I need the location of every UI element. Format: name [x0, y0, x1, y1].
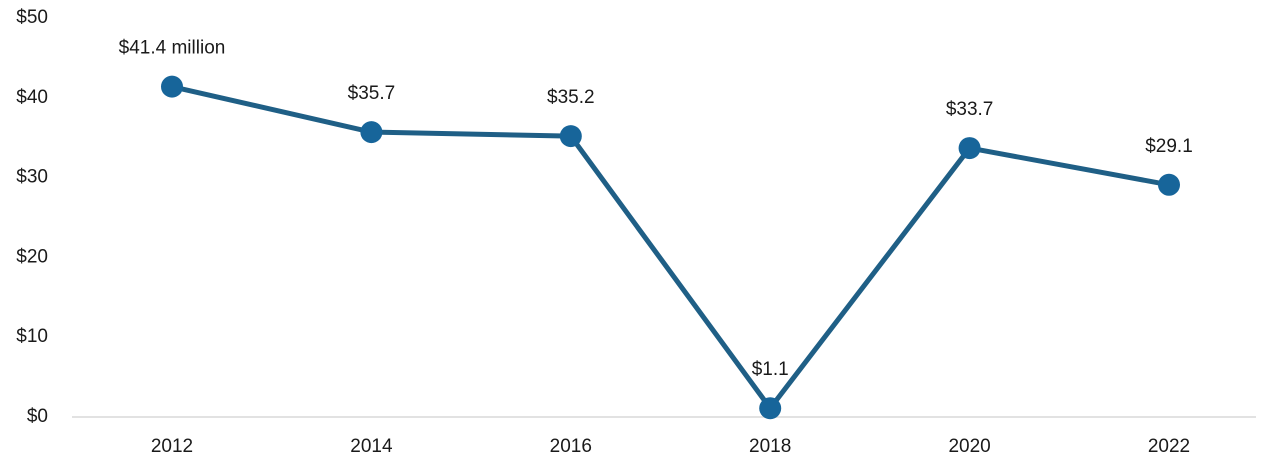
- data-label: $35.2: [547, 87, 595, 108]
- x-tick-label: 2022: [1148, 436, 1190, 457]
- data-label: $41.4 million: [119, 38, 226, 59]
- data-point: [1158, 173, 1180, 196]
- x-tick-label: 2018: [749, 436, 791, 457]
- y-tick-label: $40: [16, 87, 48, 108]
- y-tick-label: $0: [27, 406, 48, 427]
- x-tick-label: 2012: [151, 436, 193, 457]
- data-label: $35.7: [348, 83, 396, 104]
- data-point: [958, 137, 981, 160]
- x-tick-label: 2016: [550, 436, 592, 457]
- data-label: $1.1: [752, 359, 789, 380]
- y-tick-label: $10: [16, 326, 48, 347]
- data-label: $33.7: [946, 99, 994, 120]
- data-point: [360, 121, 383, 144]
- data-point: [161, 75, 183, 98]
- data-point: [759, 397, 782, 420]
- x-tick-label: 2020: [948, 436, 990, 457]
- y-tick-label: $30: [16, 167, 48, 188]
- series-line: [171, 84, 1170, 411]
- y-tick-label: $20: [16, 246, 48, 267]
- data-label: $29.1: [1145, 136, 1193, 157]
- x-tick-label: 2014: [350, 436, 393, 457]
- y-tick-label: $50: [16, 7, 48, 28]
- data-point: [559, 125, 582, 148]
